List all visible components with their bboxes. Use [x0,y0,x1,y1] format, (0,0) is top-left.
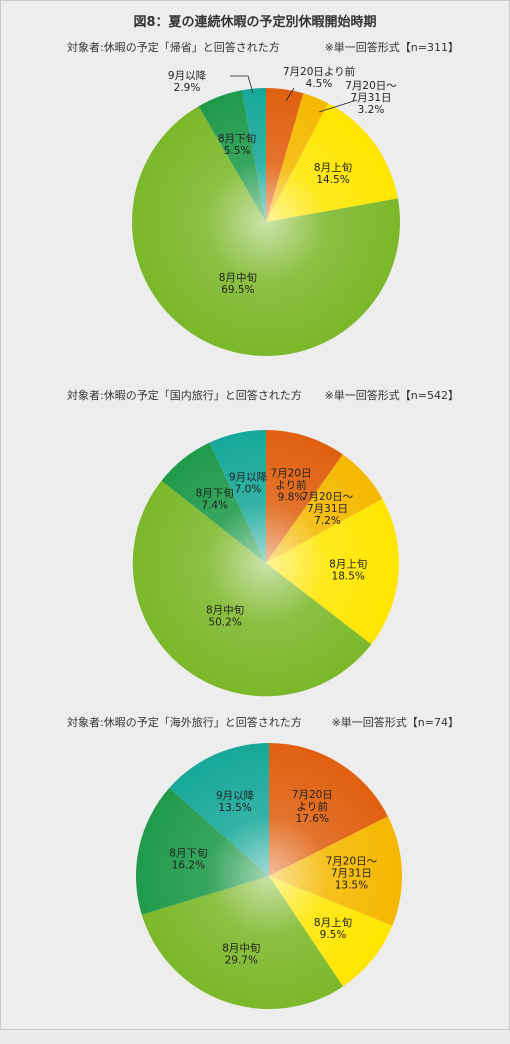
pie-chart-homecoming: 7月20日より前 4.5% 7月20日～ 7月31日 3.2%8月上旬 14.5%8月中旬… [1,39,510,369]
data-label-early-aug: 8月上旬 14.5% [314,161,352,186]
data-label-mid-aug: 8月中旬 50.2% [206,603,244,628]
figure-title: 図8：夏の連続休暇の予定別休暇開始時期 [1,11,509,30]
data-label-late-aug: 8月下旬 16.2% [169,847,207,872]
data-label-after-sep: 9月以降 2.9% [168,69,207,94]
chart-section-overseas-travel: 対象者:休暇の予定「海外旅行」と回答された方 ※単一回答形式【n=74】 7月2… [1,714,510,1044]
data-label-mid-aug: 8月中旬 29.7% [222,942,260,967]
pie-chart-overseas-travel: 7月20日より前 17.6%7月20日～ 7月31日 13.5%8月上旬 9.5%8月中… [1,714,510,1044]
data-label-early-aug: 8月上旬 18.5% [329,557,367,582]
chart-section-homecoming: 対象者:休暇の予定「帰省」と回答された方 ※単一回答形式【n=311】 7月20… [1,39,510,369]
pie-highlight [132,88,400,356]
data-label-after-sep: 9月以降 13.5% [216,789,255,814]
pie-chart-domestic-travel: 7月20日より前 9.8%7月20日～ 7月31日 7.2%8月上旬 18.5%8月中旬… [1,387,510,717]
chart-section-domestic-travel: 対象者:休暇の予定「国内旅行」と回答された方 ※単一回答形式【n=542】 7月… [1,387,510,717]
data-label-before-jul20: 7月20日より前 17.6% [292,789,333,825]
data-label-jul20-jul31: 7月20日～ 7月31日 3.2% [345,80,397,116]
data-label-mid-aug: 8月中旬 69.5% [219,271,257,296]
